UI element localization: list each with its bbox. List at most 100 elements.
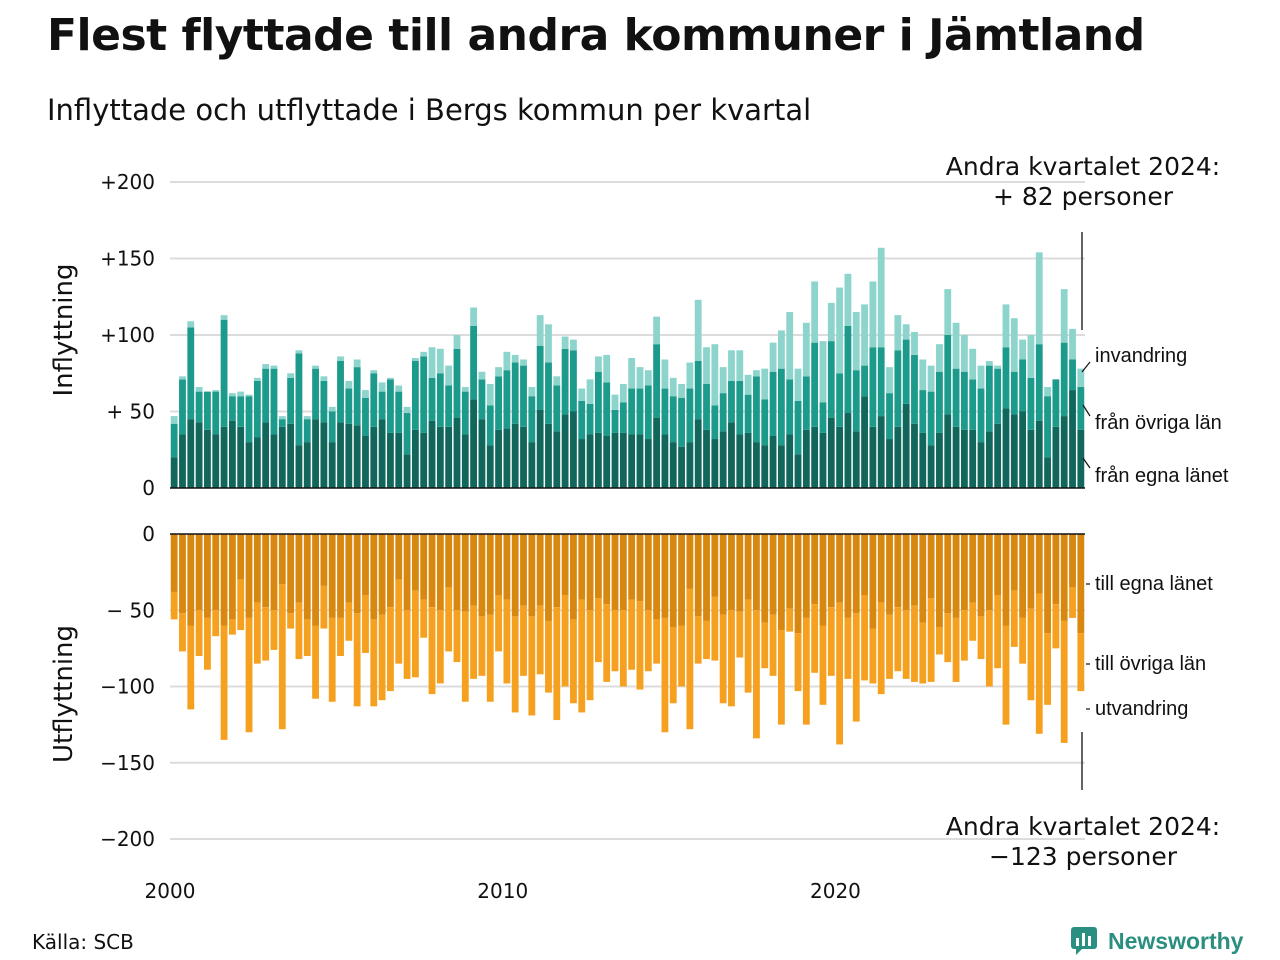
- bar-out-other-counties: [387, 607, 394, 692]
- bar-in-own-county: [337, 422, 344, 488]
- bar-in-immigration: [886, 367, 893, 394]
- bar-in-immigration: [653, 316, 661, 345]
- bar-out-own-county: [520, 534, 527, 606]
- bar-in-other-counties: [195, 391, 203, 423]
- bar-in-immigration: [869, 281, 877, 348]
- bar-in-other-counties: [461, 391, 469, 435]
- bar-in-immigration: [262, 364, 270, 369]
- bar-in-own-county: [644, 439, 652, 488]
- bar-in-immigration: [1069, 328, 1076, 360]
- y-tick-label: + 50: [106, 400, 155, 424]
- bar-in-other-counties: [836, 373, 844, 427]
- bar-in-other-counties: [237, 396, 245, 427]
- bar-in-other-counties: [387, 379, 394, 433]
- bar-out-own-county: [753, 534, 760, 611]
- bar-in-other-counties: [819, 402, 827, 433]
- bar-in-own-county: [204, 429, 211, 488]
- bar-in-immigration: [969, 348, 977, 380]
- bar-in-other-counties: [644, 385, 652, 440]
- bar-out-other-counties: [586, 610, 594, 701]
- bar-out-own-county: [603, 534, 611, 605]
- bar-out-own-county: [836, 534, 844, 603]
- bar-out-other-counties: [245, 617, 253, 733]
- bar-out-other-counties: [337, 617, 344, 657]
- bar-in-other-counties: [287, 377, 295, 424]
- bar-in-other-counties: [827, 341, 835, 418]
- bar-in-own-county: [345, 423, 353, 488]
- bar-out-other-counties: [653, 619, 661, 664]
- bar-in-own-county: [578, 439, 586, 488]
- bar-out-other-counties: [545, 620, 552, 693]
- bar-out-other-counties: [536, 605, 544, 675]
- bar-in-own-county: [520, 426, 527, 488]
- bar-in-immigration: [570, 339, 577, 351]
- bar-out-other-counties: [994, 595, 1002, 669]
- bar-out-other-counties: [553, 607, 561, 721]
- bar-in-other-counties: [1010, 371, 1018, 415]
- bar-out-other-counties: [295, 602, 303, 660]
- bar-out-other-counties: [628, 599, 636, 670]
- bar-in-immigration: [436, 348, 444, 374]
- bar-in-own-county: [312, 419, 319, 488]
- bar-out-own-county: [420, 534, 428, 600]
- bar-in-other-counties: [728, 380, 735, 423]
- bar-in-other-counties: [886, 393, 893, 440]
- x-tick-label: 2020: [810, 879, 861, 903]
- bar-out-other-counties: [594, 598, 602, 663]
- bar-out-own-county: [994, 534, 1002, 595]
- chart-bars: [170, 247, 1085, 745]
- bar-out-other-counties: [1035, 593, 1043, 734]
- bar-in-own-county: [728, 422, 735, 488]
- bar-out-own-county: [411, 534, 419, 591]
- bar-in-immigration: [761, 368, 769, 400]
- bar-out-other-counties: [985, 610, 993, 687]
- bar-in-other-counties: [586, 403, 594, 435]
- bar-in-immigration: [320, 376, 328, 381]
- bar-out-own-county: [220, 534, 228, 626]
- bar-out-other-counties: [170, 591, 178, 620]
- bar-out-own-county: [661, 534, 669, 618]
- bar-out-own-county: [187, 534, 195, 626]
- bar-out-own-county: [536, 534, 544, 606]
- bar-out-other-counties: [570, 619, 577, 704]
- bar-in-other-counties: [894, 350, 902, 427]
- y-tick-label: +200: [100, 170, 155, 194]
- bar-in-other-counties: [911, 354, 918, 424]
- bar-out-other-counties: [445, 587, 453, 652]
- bar-out-own-county: [827, 534, 835, 608]
- bar-out-other-counties: [969, 602, 977, 641]
- bar-out-own-county: [611, 534, 619, 611]
- series-label-out: till övriga län: [1095, 653, 1206, 675]
- chart-canvas: +200 +150 +100 + 50 0 0 − 50 −100 −150 −200 Inflyt…: [49, 152, 1229, 903]
- bar-out-other-counties: [428, 607, 436, 695]
- series-label-out: utvandring: [1095, 698, 1188, 720]
- bar-out-own-county: [270, 534, 278, 611]
- bar-out-own-county: [861, 534, 868, 595]
- bar-in-own-county: [744, 432, 752, 488]
- bar-out-own-county: [977, 534, 985, 617]
- bar-out-own-county: [819, 534, 827, 626]
- bar-in-other-counties: [902, 339, 910, 404]
- bar-in-immigration: [952, 322, 960, 369]
- bar-in-other-counties: [694, 361, 702, 420]
- bar-out-other-counties: [403, 610, 411, 679]
- bar-in-other-counties: [445, 385, 453, 427]
- bar-in-own-county: [1010, 414, 1018, 488]
- bar-out-own-county: [960, 534, 968, 611]
- bar-in-other-counties: [262, 368, 270, 423]
- bar-out-own-county: [802, 534, 810, 618]
- bar-in-own-county: [353, 425, 361, 488]
- bar-out-own-county: [345, 534, 353, 603]
- bar-in-own-county: [303, 442, 311, 488]
- bar-out-own-county: [952, 534, 960, 618]
- bar-out-other-counties: [187, 625, 195, 710]
- bar-in-immigration: [345, 380, 353, 389]
- grid-lines: [170, 181, 1085, 840]
- bar-in-other-counties: [570, 350, 577, 412]
- bar-in-own-county: [1077, 429, 1085, 488]
- bar-in-immigration: [528, 387, 536, 397]
- bar-in-immigration: [362, 390, 369, 398]
- y-tick-label: 0: [142, 476, 155, 500]
- bar-in-own-county: [794, 454, 802, 488]
- bar-in-immigration: [827, 302, 835, 342]
